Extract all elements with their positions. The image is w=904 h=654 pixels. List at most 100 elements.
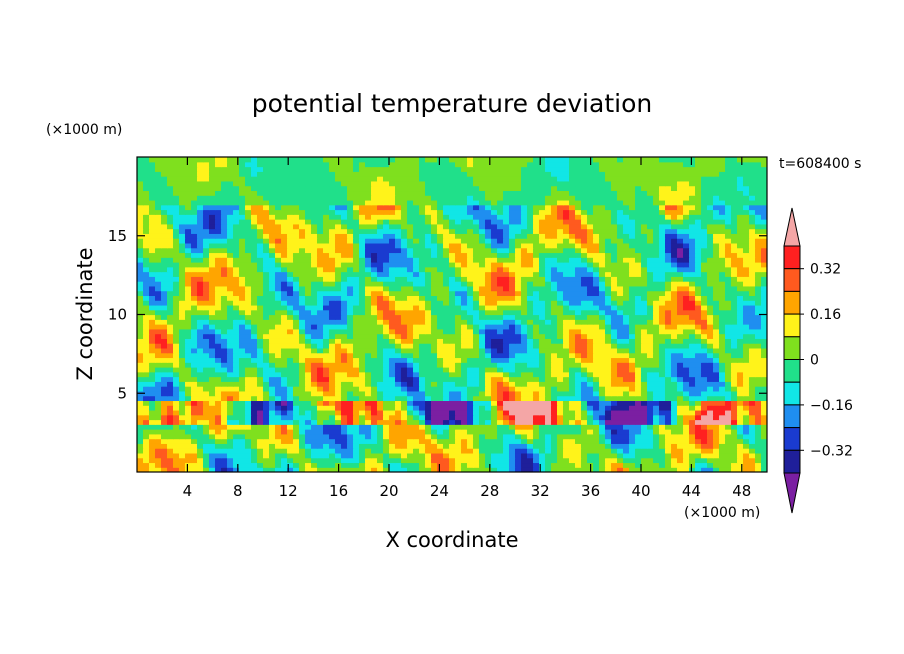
contour-cell	[341, 367, 348, 373]
contour-cell	[617, 338, 624, 344]
contour-cell	[743, 347, 750, 354]
contour-cell	[395, 400, 402, 406]
contour-cell	[563, 252, 570, 258]
contour-cell	[317, 429, 324, 435]
contour-cell	[653, 424, 660, 430]
contour-cell	[413, 314, 420, 320]
contour-cell	[191, 371, 198, 378]
contour-cell	[353, 324, 360, 330]
contour-cell	[473, 400, 480, 406]
contour-cell	[533, 467, 540, 472]
contour-cell	[557, 443, 564, 449]
contour-cell	[551, 357, 558, 363]
contour-cell	[173, 362, 180, 368]
contour-cell	[167, 448, 174, 454]
contour-cell	[503, 266, 510, 273]
contour-cell	[209, 414, 216, 421]
contour-cell	[167, 304, 174, 311]
contour-cell	[299, 290, 306, 297]
contour-cell	[323, 309, 330, 316]
contour-cell	[161, 386, 168, 392]
contour-cell	[617, 300, 624, 306]
contour-cell	[437, 266, 444, 273]
contour-cell	[539, 448, 546, 454]
contour-cell	[485, 247, 492, 254]
contour-cell	[209, 462, 216, 468]
contour-cell	[425, 333, 432, 339]
contour-cell	[305, 276, 312, 282]
contour-cell	[563, 419, 570, 425]
contour-cell	[395, 357, 402, 363]
contour-cell	[467, 429, 474, 435]
contour-cell	[509, 338, 516, 344]
contour-cell	[227, 433, 234, 440]
contour-cell	[359, 304, 366, 311]
contour-cell	[161, 257, 168, 263]
contour-cell	[155, 271, 162, 277]
contour-cell	[197, 357, 204, 363]
contour-cell	[461, 324, 468, 330]
contour-cell	[575, 266, 582, 273]
contour-cell	[239, 338, 246, 344]
contour-cell	[557, 338, 564, 344]
contour-cell	[407, 262, 414, 268]
contour-cell	[209, 304, 216, 311]
contour-cell	[689, 252, 696, 258]
contour-cell	[215, 319, 222, 325]
contour-cell	[653, 414, 660, 421]
contour-cell	[353, 300, 360, 306]
contour-cell	[347, 400, 354, 406]
contour-cell	[461, 319, 468, 325]
contour-cell	[191, 381, 198, 387]
contour-cell	[215, 409, 222, 416]
contour-cell	[683, 438, 690, 444]
contour-cell	[239, 390, 246, 397]
contour-cell	[509, 271, 516, 277]
contour-cell	[503, 433, 510, 440]
contour-cell	[227, 429, 234, 435]
contour-cell	[347, 271, 354, 277]
contour-cell	[671, 266, 678, 273]
contour-cell	[221, 324, 228, 330]
contour-cell	[575, 262, 582, 268]
contour-cell	[479, 362, 486, 368]
contour-cell	[599, 328, 606, 335]
contour-cell	[149, 319, 156, 325]
contour-cell	[257, 266, 264, 273]
contour-cell	[695, 314, 702, 320]
contour-cell	[527, 443, 534, 449]
contour-cell	[365, 448, 372, 454]
contour-cell	[161, 262, 168, 268]
contour-cell	[707, 376, 714, 382]
contour-cell	[275, 405, 282, 411]
contour-cell	[437, 257, 444, 263]
contour-cell	[161, 419, 168, 425]
contour-cell	[515, 462, 522, 468]
contour-cell	[191, 290, 198, 297]
contour-cell	[365, 285, 372, 292]
contour-cell	[353, 367, 360, 373]
contour-cell	[437, 252, 444, 258]
contour-cell	[521, 419, 528, 425]
contour-cell	[257, 381, 264, 387]
contour-cell	[617, 429, 624, 435]
contour-cell	[407, 328, 414, 335]
contour-cell	[449, 390, 456, 397]
contour-cell	[701, 443, 708, 449]
contour-cell	[497, 247, 504, 254]
contour-cell	[413, 443, 420, 449]
contour-cell	[557, 324, 564, 330]
contour-cell	[497, 414, 504, 421]
contour-cell	[593, 347, 600, 354]
contour-cell	[557, 462, 564, 468]
contour-cell	[197, 328, 204, 335]
contour-cell	[389, 367, 396, 373]
contour-cell	[539, 262, 546, 268]
contour-cell	[677, 309, 684, 316]
contour-cell	[479, 285, 486, 292]
contour-cell	[227, 271, 234, 277]
contour-cell	[707, 262, 714, 268]
contour-cell	[689, 409, 696, 416]
contour-cell	[425, 438, 432, 444]
contour-cell	[665, 390, 672, 397]
